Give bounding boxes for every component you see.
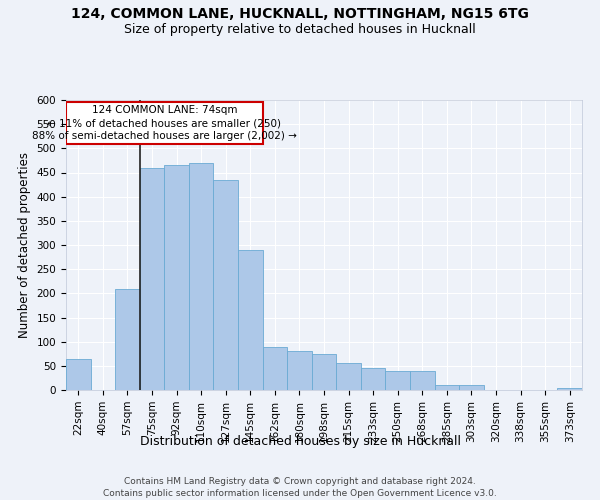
- Text: 88% of semi-detached houses are larger (2,002) →: 88% of semi-detached houses are larger (…: [32, 131, 297, 141]
- Bar: [361, 368, 385, 390]
- Bar: [385, 370, 410, 390]
- Bar: [115, 288, 140, 390]
- Bar: [164, 165, 189, 390]
- Bar: [66, 358, 91, 390]
- Y-axis label: Number of detached properties: Number of detached properties: [18, 152, 31, 338]
- Bar: [410, 370, 434, 390]
- Text: Contains public sector information licensed under the Open Government Licence v3: Contains public sector information licen…: [103, 489, 497, 498]
- Text: 124 COMMON LANE: 74sqm: 124 COMMON LANE: 74sqm: [92, 104, 237, 115]
- Bar: [238, 250, 263, 390]
- FancyBboxPatch shape: [66, 102, 263, 144]
- Bar: [336, 364, 361, 390]
- Bar: [557, 388, 582, 390]
- Bar: [140, 168, 164, 390]
- Text: Contains HM Land Registry data © Crown copyright and database right 2024.: Contains HM Land Registry data © Crown c…: [124, 478, 476, 486]
- Bar: [263, 346, 287, 390]
- Bar: [189, 163, 214, 390]
- Bar: [312, 354, 336, 390]
- Bar: [459, 385, 484, 390]
- Text: 124, COMMON LANE, HUCKNALL, NOTTINGHAM, NG15 6TG: 124, COMMON LANE, HUCKNALL, NOTTINGHAM, …: [71, 8, 529, 22]
- Bar: [214, 180, 238, 390]
- Text: ← 11% of detached houses are smaller (250): ← 11% of detached houses are smaller (25…: [47, 118, 281, 128]
- Bar: [287, 352, 312, 390]
- Text: Size of property relative to detached houses in Hucknall: Size of property relative to detached ho…: [124, 22, 476, 36]
- Text: Distribution of detached houses by size in Hucknall: Distribution of detached houses by size …: [139, 435, 461, 448]
- Bar: [434, 385, 459, 390]
